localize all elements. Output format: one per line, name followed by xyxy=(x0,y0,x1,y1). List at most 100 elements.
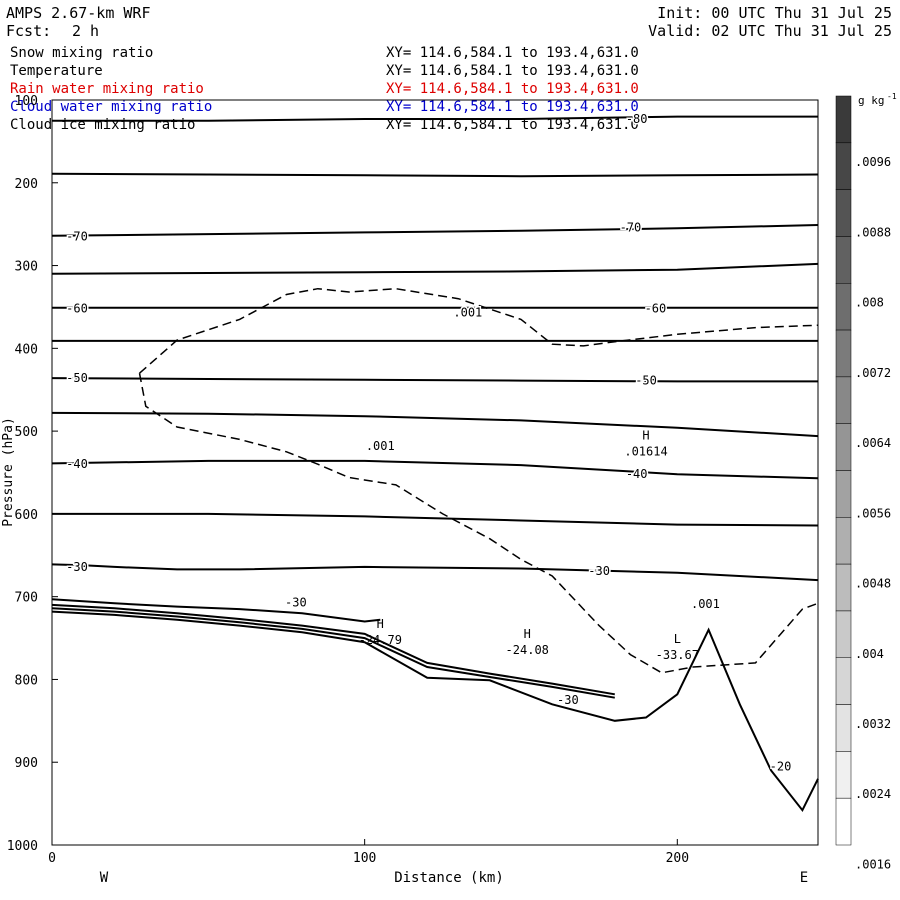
colorbar-label: .0048 xyxy=(855,577,891,591)
y-tick-label: 300 xyxy=(15,260,38,275)
colorbar-label: .0088 xyxy=(855,225,891,239)
temperature-contour xyxy=(51,411,819,438)
temperature-label: -50 xyxy=(635,374,657,388)
temperature-contour xyxy=(51,563,819,582)
extremum-marker: H xyxy=(524,627,531,641)
temperature-label: -30 xyxy=(588,564,610,578)
y-tick-label: 500 xyxy=(15,425,38,440)
temperature-contour xyxy=(51,610,819,813)
colorbar-swatch xyxy=(835,563,852,612)
y-tick-label: 1000 xyxy=(7,839,38,854)
legend-variable-name: Snow mixing ratio xyxy=(10,45,154,61)
legend-section-endpoints: XY= 114.6,584.1 to 193.4,631.0 xyxy=(386,63,639,79)
plot-frame xyxy=(51,99,819,846)
temperature-label: -80 xyxy=(626,112,648,126)
x-tick-label: 100 xyxy=(353,851,376,866)
fcst-value: 2 h xyxy=(72,22,100,40)
colorbar-swatch xyxy=(835,376,852,424)
colorbar-label: .008 xyxy=(855,296,884,310)
valid-time: Valid: 02 UTC Thu 31 Jul 25 xyxy=(648,22,892,40)
y-axis-title: Pressure (hPa) xyxy=(1,417,16,527)
temperature-contour xyxy=(52,115,818,122)
colorbar-swatch xyxy=(835,142,852,190)
cloud-ice-contour xyxy=(138,373,819,674)
temperature-label: -70 xyxy=(620,220,642,234)
colorbar-swatch xyxy=(835,95,852,144)
temperature-contour xyxy=(51,607,615,699)
temperature-label: -50 xyxy=(66,371,88,385)
extremum-value: -24.08 xyxy=(506,643,549,657)
colorbar-label: .0032 xyxy=(855,717,891,731)
colorbar-swatch xyxy=(835,610,852,658)
west-end-label: W xyxy=(100,870,109,886)
contour-level-label: .001 xyxy=(691,597,720,611)
extremum-marker: H xyxy=(642,428,649,442)
temperature-contour xyxy=(52,512,819,527)
colorbar-swatch xyxy=(835,236,852,284)
legend-variable-name: Temperature xyxy=(10,63,103,79)
x-tick-label: 0 xyxy=(48,851,56,866)
extremum-marker: L xyxy=(674,632,681,646)
temperature-contour xyxy=(51,224,819,237)
temperature-label: -60 xyxy=(66,302,88,316)
temperature-label: -40 xyxy=(66,457,88,471)
legend-variable-name: Cloud water mixing ratio xyxy=(10,99,213,115)
colorbar-swatch xyxy=(835,797,852,846)
temperature-label: -30 xyxy=(285,595,307,609)
y-tick-label: 700 xyxy=(15,591,38,606)
temperature-label: -30 xyxy=(557,693,579,707)
legend-section-endpoints: XY= 114.6,584.1 to 193.4,631.0 xyxy=(386,45,639,61)
temperature-label: -70 xyxy=(66,230,88,244)
temperature-contour xyxy=(51,377,818,383)
y-tick-label: 900 xyxy=(15,756,38,771)
colorbar-label: .0024 xyxy=(855,787,891,801)
colorbar-swatch xyxy=(835,470,852,518)
colorbar-swatch xyxy=(835,329,852,378)
model-title: AMPS 2.67-km WRF xyxy=(6,4,151,22)
y-tick-label: 400 xyxy=(15,342,38,357)
colorbar-label: .0072 xyxy=(855,366,891,380)
contour-level-label: .001 xyxy=(366,439,395,453)
y-tick-label: 600 xyxy=(15,508,38,523)
temperature-label: -20 xyxy=(770,759,792,773)
temperature-label: -30 xyxy=(66,560,88,574)
temperature-label: -40 xyxy=(626,467,648,481)
temperature-contour xyxy=(51,603,615,696)
y-tick-label: 200 xyxy=(15,177,38,192)
legend-variable-name: Rain water mixing ratio xyxy=(10,81,204,97)
y-tick-label: 100 xyxy=(15,94,38,109)
colorbar-label: .0096 xyxy=(855,155,891,169)
colorbar-swatch xyxy=(835,189,852,237)
temperature-contour xyxy=(51,598,381,623)
temperature-contour xyxy=(51,262,819,275)
temperature-label: -60 xyxy=(645,302,667,316)
init-time: Init: 00 UTC Thu 31 Jul 25 xyxy=(657,4,892,22)
colorbar-label: .0064 xyxy=(855,436,891,450)
extremum-value: -24.79 xyxy=(359,633,402,647)
temperature-contour xyxy=(51,459,819,480)
colorbar-label: .004 xyxy=(855,647,884,661)
contour-level-label: .001 xyxy=(453,306,482,320)
x-axis-title: Distance (km) xyxy=(394,870,504,886)
legend-section-endpoints: XY= 114.6,584.1 to 193.4,631.0 xyxy=(386,81,639,97)
legend-section-endpoints: XY= 114.6,584.1 to 193.4,631.0 xyxy=(386,117,639,133)
colorbar-units-exponent: -1 xyxy=(887,92,897,101)
legend-section-endpoints: XY= 114.6,584.1 to 193.4,631.0 xyxy=(386,99,639,115)
colorbar-units: g kg xyxy=(858,94,885,107)
colorbar-label: .0016 xyxy=(855,857,891,871)
fcst-label: Fcst: xyxy=(6,22,52,40)
colorbar-swatch xyxy=(835,423,852,471)
extremum-value: .01614 xyxy=(624,444,667,458)
colorbar-swatch xyxy=(835,657,852,705)
east-end-label: E xyxy=(800,870,808,886)
colorbar-swatch xyxy=(835,283,852,331)
x-tick-label: 200 xyxy=(666,851,689,866)
temperature-contour xyxy=(51,172,819,178)
colorbar-swatch xyxy=(835,517,852,565)
snow-contour xyxy=(139,287,819,374)
y-tick-label: 800 xyxy=(15,673,38,688)
extremum-value: -33.67 xyxy=(656,648,699,662)
colorbar-swatch xyxy=(835,751,852,799)
colorbar-swatch xyxy=(835,704,852,752)
